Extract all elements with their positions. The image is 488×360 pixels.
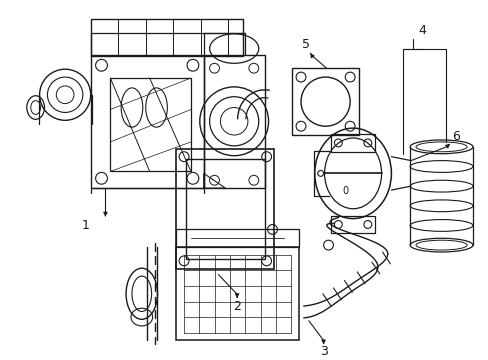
Text: 0: 0 xyxy=(342,186,347,196)
Bar xyxy=(185,159,264,259)
Text: 5: 5 xyxy=(301,38,309,51)
Bar xyxy=(110,78,190,171)
Bar xyxy=(291,68,358,135)
Bar xyxy=(90,55,203,188)
Text: 6: 6 xyxy=(451,130,459,143)
Text: 4: 4 xyxy=(417,24,425,37)
Text: 2: 2 xyxy=(233,300,241,312)
Bar xyxy=(176,229,299,247)
Bar xyxy=(176,149,274,269)
Bar xyxy=(90,19,243,57)
Text: 3: 3 xyxy=(319,345,327,358)
Text: 1: 1 xyxy=(81,219,89,232)
Bar xyxy=(176,247,299,341)
Bar xyxy=(331,216,374,233)
Bar xyxy=(331,134,374,152)
Bar xyxy=(203,55,264,188)
